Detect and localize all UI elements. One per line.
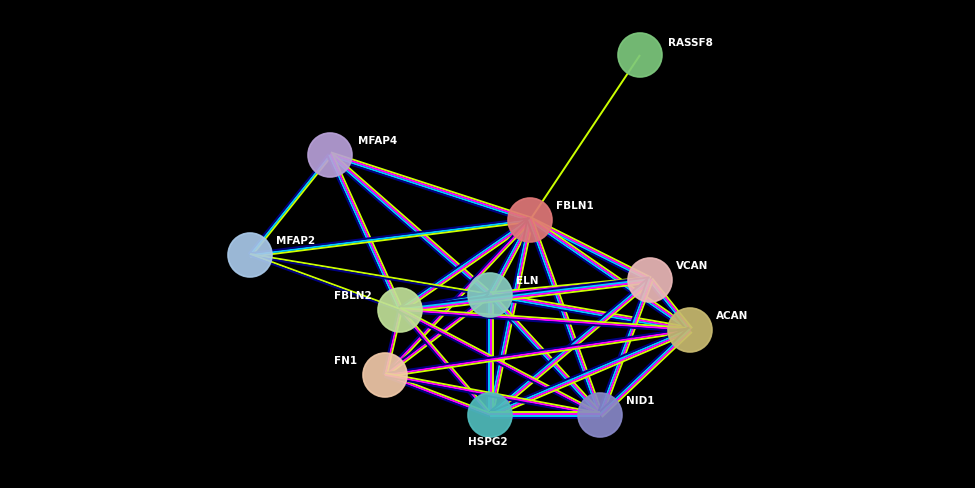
Circle shape [378, 288, 422, 332]
Text: FBLN2: FBLN2 [334, 291, 372, 301]
Circle shape [508, 198, 552, 242]
Circle shape [363, 353, 407, 397]
Circle shape [628, 258, 672, 302]
Circle shape [228, 233, 272, 277]
Text: ACAN: ACAN [716, 311, 749, 321]
Text: RASSF8: RASSF8 [668, 38, 713, 48]
Circle shape [668, 308, 712, 352]
Text: HSPG2: HSPG2 [468, 437, 508, 447]
Circle shape [618, 33, 662, 77]
Text: FN1: FN1 [333, 356, 357, 366]
Text: ELN: ELN [516, 276, 538, 286]
Text: VCAN: VCAN [676, 261, 709, 271]
Circle shape [578, 393, 622, 437]
Text: FBLN1: FBLN1 [556, 201, 594, 211]
Text: NID1: NID1 [626, 396, 654, 406]
Circle shape [468, 393, 512, 437]
Text: MFAP2: MFAP2 [276, 236, 315, 246]
Circle shape [308, 133, 352, 177]
Circle shape [468, 273, 512, 317]
Text: MFAP4: MFAP4 [358, 136, 397, 146]
